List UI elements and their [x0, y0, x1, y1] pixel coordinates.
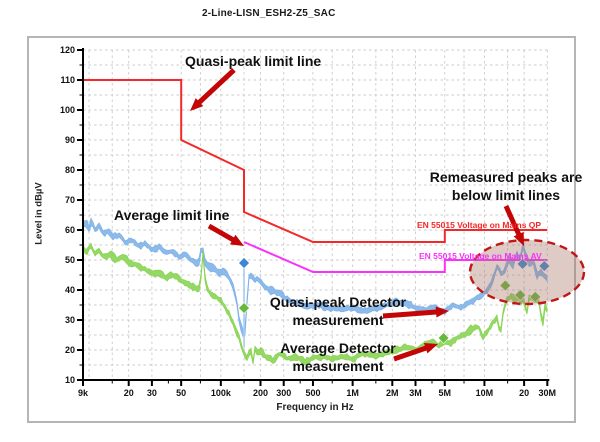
- limit-line-label-qp: EN 55015 Voltage on Mains QP: [417, 220, 542, 230]
- y-tick-label: 120: [60, 45, 75, 55]
- axis-ticks: [77, 49, 549, 386]
- annotation-average-detector: Average Detector measurement: [280, 340, 396, 374]
- x-tick-label: 5M: [438, 388, 451, 398]
- y-tick-label: 80: [65, 165, 75, 175]
- callout-arrow-head: [435, 306, 449, 318]
- en-55015-voltage-on-mains-qp-limit-line: [83, 79, 548, 243]
- remeasured-peak-diamond: [238, 302, 250, 314]
- x-tick-label: 1M: [346, 388, 359, 398]
- average-detector-measurement-trace: [82, 242, 548, 366]
- annotation-average-limit-line: Average limit line: [114, 207, 230, 223]
- limit-lines: [83, 79, 548, 273]
- y-tick-label: 30: [65, 315, 75, 325]
- callout-arrow-head: [513, 231, 524, 246]
- callout-arrow-shaft: [196, 68, 236, 106]
- remeasured-peak-diamond: [514, 289, 527, 302]
- axis-tick-labels: 10 20 30 40 50 60 70 80 90 100 110 120 9k 20 30 50 100k 2…: [60, 45, 556, 398]
- callout-arrow-head: [423, 342, 438, 354]
- y-tick-label: 110: [60, 75, 75, 85]
- x-tick-label: 500: [305, 388, 320, 398]
- x-tick-label: 20: [519, 388, 529, 398]
- en-55015-voltage-on-mains-av-limit-line: [243, 241, 548, 273]
- x-tick-label: 200: [253, 388, 268, 398]
- y-tick-label: 10: [65, 375, 75, 385]
- annotation-quasi-peak-detector: Quasi-peak Detector measurement: [269, 294, 407, 328]
- y-tick-label: 20: [65, 345, 75, 355]
- callout-arrow-head: [190, 98, 204, 111]
- y-tick-label: 50: [65, 255, 75, 265]
- y-tick-label: 40: [65, 285, 75, 295]
- annotation-quasi-peak-limit-line: Quasi-peak limit line: [185, 53, 322, 69]
- remeasured-peak-markers: [238, 257, 551, 347]
- x-tick-label: 20: [124, 388, 134, 398]
- remeasured-peak-diamond: [238, 257, 250, 269]
- x-tick-label: 100k: [211, 388, 232, 398]
- x-axis-label: Frequency in Hz: [276, 402, 354, 413]
- callout-arrow-shaft: [382, 309, 439, 319]
- y-tick-label: 90: [65, 135, 75, 145]
- quasi-peak-detector-measurement-trace: [82, 217, 548, 338]
- y-axis-label: Level in dBµV: [33, 182, 45, 245]
- x-tick-label: 10M: [476, 388, 494, 398]
- axes: [82, 48, 550, 381]
- x-tick-label: 30M: [539, 388, 557, 398]
- y-tick-label: 60: [65, 225, 75, 235]
- callout-arrow-shaft: [503, 204, 522, 237]
- remeasured-peak-diamond: [538, 260, 551, 272]
- limit-line-label-av: EN 55015 Voltage on Mains AV: [419, 251, 542, 261]
- callout-arrow-head: [229, 234, 244, 246]
- callout-arrows: [190, 68, 524, 362]
- remeasured-peak-diamond: [529, 290, 542, 303]
- x-tick-label: 2M: [386, 388, 399, 398]
- x-tick-label: 50: [176, 388, 186, 398]
- x-tick-label: 3M: [409, 388, 422, 398]
- remeasured-peaks-highlight-ellipse: [468, 238, 586, 306]
- x-tick-label: 30: [147, 388, 157, 398]
- measurement-traces: [82, 217, 548, 366]
- remeasured-peak-diamond: [499, 279, 512, 292]
- chart-title: 2-Line-LISN_ESH2-Z5_SAC: [202, 8, 336, 19]
- remeasured-peak-diamond: [437, 332, 450, 344]
- callout-arrow-shaft: [393, 345, 429, 362]
- x-tick-label: 9k: [78, 388, 89, 398]
- remeasured-peak-diamond: [516, 257, 529, 270]
- x-tick-label: 300: [276, 388, 291, 398]
- y-tick-label: 70: [65, 195, 75, 205]
- annotation-remeasured-peaks: Remeasured peaks are below limit lines: [429, 169, 583, 203]
- y-tick-label: 100: [60, 105, 75, 115]
- callout-arrow-shaft: [207, 223, 236, 243]
